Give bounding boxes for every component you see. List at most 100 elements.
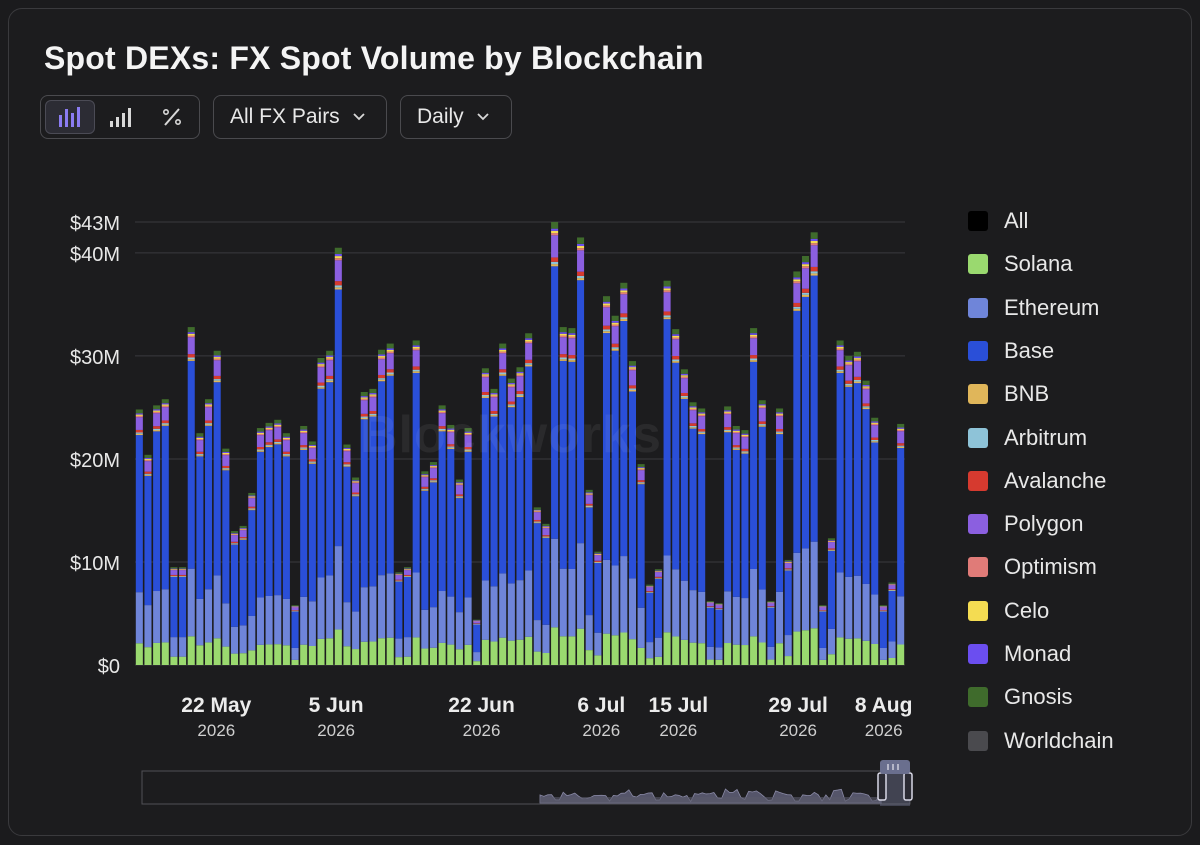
bar-segment-polygon[interactable]: [274, 427, 282, 440]
bar-segment-polygon[interactable]: [447, 432, 455, 445]
bar-segment-celo[interactable]: [698, 413, 706, 415]
bar-segment-optimism[interactable]: [490, 395, 498, 398]
bar-segment-base[interactable]: [689, 428, 697, 591]
bar-segment-base[interactable]: [654, 578, 662, 638]
bar-segment-ethereum[interactable]: [395, 638, 403, 658]
bar-segment-ethereum[interactable]: [758, 589, 766, 643]
bar-segment-ethereum[interactable]: [282, 598, 290, 646]
bar-segment-ethereum[interactable]: [464, 597, 472, 645]
bar-segment-monad[interactable]: [845, 360, 853, 363]
bar-segment-optimism[interactable]: [620, 292, 628, 295]
bar-segment-base[interactable]: [750, 361, 758, 569]
bar-segment-bnb[interactable]: [663, 317, 671, 320]
bar-segment-monad[interactable]: [585, 492, 593, 494]
bar-segment-monad[interactable]: [447, 428, 455, 430]
bar-segment-bnb[interactable]: [741, 452, 749, 454]
bar-segment-avalanche[interactable]: [317, 382, 325, 386]
bar-segment-avalanche[interactable]: [741, 448, 749, 452]
bar-segment-base[interactable]: [343, 466, 351, 603]
stacked-bar-view-button[interactable]: [45, 100, 95, 134]
bar-segment-optimism[interactable]: [412, 348, 420, 351]
bar-segment-base[interactable]: [455, 498, 463, 613]
bar-segment-bnb[interactable]: [853, 381, 861, 384]
bar-segment-monad[interactable]: [196, 436, 204, 438]
bar-segment-bnb[interactable]: [732, 448, 740, 450]
bar-segment-monad[interactable]: [473, 620, 481, 621]
bar-segment-bnb[interactable]: [611, 348, 619, 351]
bar-segment-base[interactable]: [871, 442, 879, 595]
bar-segment-ethereum[interactable]: [888, 641, 896, 658]
bar-segment-monad[interactable]: [507, 382, 515, 385]
bar-segment-arbitrum[interactable]: [274, 441, 282, 444]
bar-segment-base[interactable]: [680, 398, 688, 581]
bar-segment-bnb[interactable]: [750, 360, 758, 362]
bar-segment-base[interactable]: [533, 523, 541, 621]
bar-segment-optimism[interactable]: [161, 405, 169, 408]
legend-item-arbitrum[interactable]: Arbitrum: [968, 423, 1087, 453]
bar-segment-base[interactable]: [767, 607, 775, 647]
bar-segment-polygon[interactable]: [853, 361, 861, 377]
bar-segment-bnb[interactable]: [827, 550, 835, 551]
bar-segment-bnb[interactable]: [793, 308, 801, 311]
bar-segment-gnosis[interactable]: [620, 282, 628, 289]
bar-segment-optimism[interactable]: [672, 337, 680, 340]
bar-segment-optimism[interactable]: [577, 248, 585, 251]
bar-segment-ethereum[interactable]: [689, 590, 697, 643]
bar-segment-polygon[interactable]: [144, 461, 152, 472]
bar-segment-gnosis[interactable]: [680, 369, 688, 374]
bar-segment-ethereum[interactable]: [706, 646, 714, 660]
bar-segment-bnb[interactable]: [801, 294, 810, 297]
bar-segment-polygon[interactable]: [386, 353, 394, 370]
bar-segment-bnb[interactable]: [888, 590, 896, 591]
bar-segment-celo[interactable]: [352, 481, 360, 483]
bar-segment-celo[interactable]: [326, 357, 334, 359]
bar-segment-solana[interactable]: [317, 638, 325, 665]
bar-segment-monad[interactable]: [706, 602, 714, 603]
bar-segment-ethereum[interactable]: [507, 583, 515, 641]
bar-segment-avalanche[interactable]: [378, 374, 386, 379]
bar-segment-celo[interactable]: [897, 428, 905, 430]
bar-segment-gnosis[interactable]: [421, 471, 429, 475]
bar-segment-solana[interactable]: [594, 655, 602, 665]
bar-segment-base[interactable]: [585, 507, 593, 616]
bar-segment-polygon[interactable]: [205, 407, 213, 421]
bar-segment-monad[interactable]: [533, 509, 541, 511]
bar-segment-ethereum[interactable]: [551, 538, 559, 628]
bar-segment-base[interactable]: [507, 407, 515, 584]
bar-segment-polygon[interactable]: [698, 416, 706, 429]
bar-segment-bnb[interactable]: [447, 447, 455, 449]
bar-segment-ethereum[interactable]: [767, 646, 775, 660]
bar-segment-ethereum[interactable]: [412, 572, 420, 638]
bar-segment-monad[interactable]: [153, 409, 161, 411]
bar-segment-monad[interactable]: [352, 480, 360, 482]
bar-segment-solana[interactable]: [715, 659, 723, 665]
bar-segment-avalanche[interactable]: [326, 375, 334, 380]
bar-segment-gnosis[interactable]: [213, 350, 221, 356]
bar-segment-ethereum[interactable]: [386, 573, 394, 638]
bar-segment-gnosis[interactable]: [300, 425, 308, 430]
bar-segment-avalanche[interactable]: [559, 354, 567, 358]
bar-segment-solana[interactable]: [533, 651, 541, 665]
bar-segment-optimism[interactable]: [897, 429, 905, 432]
bar-segment-gnosis[interactable]: [282, 433, 290, 437]
bar-segment-solana[interactable]: [801, 630, 810, 665]
bar-segment-ethereum[interactable]: [421, 609, 429, 649]
bar-segment-solana[interactable]: [378, 638, 386, 665]
bar-segment-bnb[interactable]: [602, 331, 611, 334]
bar-segment-gnosis[interactable]: [741, 430, 749, 434]
bar-segment-celo[interactable]: [308, 445, 316, 448]
bar-segment-solana[interactable]: [672, 636, 680, 665]
bar-segment-avalanche[interactable]: [585, 503, 593, 506]
bar-segment-gnosis[interactable]: [248, 492, 256, 496]
bar-segment-avalanche[interactable]: [256, 447, 264, 450]
bar-segment-optimism[interactable]: [464, 433, 472, 436]
bar-segment-gnosis[interactable]: [594, 551, 602, 554]
bar-segment-celo[interactable]: [507, 384, 515, 386]
bar-segment-solana[interactable]: [352, 649, 360, 665]
bar-segment-bnb[interactable]: [404, 576, 412, 577]
bar-segment-optimism[interactable]: [395, 574, 403, 576]
bar-segment-monad[interactable]: [628, 365, 636, 368]
bar-segment-avalanche[interactable]: [196, 451, 204, 455]
bar-segment-celo[interactable]: [724, 411, 732, 413]
bar-segment-optimism[interactable]: [724, 412, 732, 415]
